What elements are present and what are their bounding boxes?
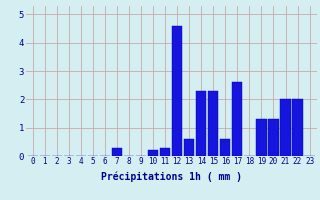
Bar [112, 148, 122, 156]
Bar [280, 99, 291, 156]
Bar [148, 150, 158, 156]
Bar [172, 26, 182, 156]
Bar [232, 82, 243, 156]
Bar [160, 148, 170, 156]
Bar [184, 139, 194, 156]
Bar [292, 99, 303, 156]
Bar [220, 139, 230, 156]
X-axis label: Précipitations 1h ( mm ): Précipitations 1h ( mm ) [101, 172, 242, 182]
Bar [196, 91, 206, 156]
Bar [256, 119, 267, 156]
Bar [268, 119, 279, 156]
Bar [208, 91, 219, 156]
